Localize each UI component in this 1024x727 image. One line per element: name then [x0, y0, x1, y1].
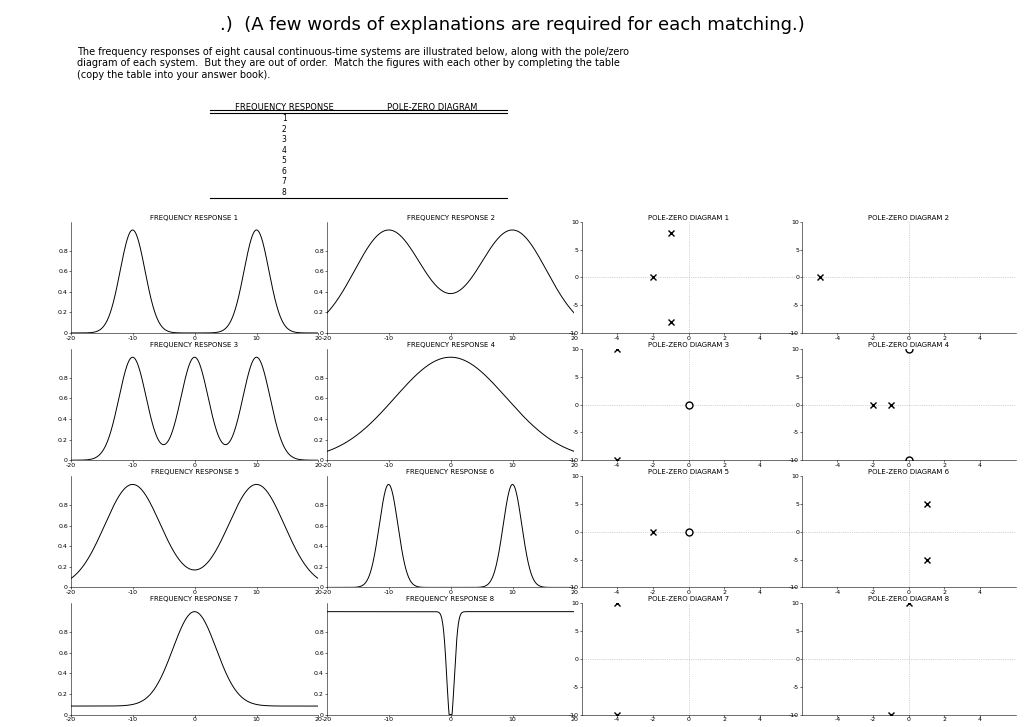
Title: POLE-ZERO DIAGRAM 4: POLE-ZERO DIAGRAM 4: [868, 342, 949, 348]
Title: POLE-ZERO DIAGRAM 1: POLE-ZERO DIAGRAM 1: [648, 214, 729, 221]
Title: FREQUENCY RESPONSE 2: FREQUENCY RESPONSE 2: [407, 214, 495, 221]
Text: 7: 7: [282, 177, 287, 186]
Text: POLE-ZERO DIAGRAM: POLE-ZERO DIAGRAM: [387, 103, 478, 112]
Title: POLE-ZERO DIAGRAM 3: POLE-ZERO DIAGRAM 3: [648, 342, 729, 348]
Text: .)  (A few words of explanations are required for each matching.): .) (A few words of explanations are requ…: [219, 16, 805, 34]
Text: 2: 2: [282, 125, 287, 134]
Text: 3: 3: [282, 135, 287, 144]
Text: 8: 8: [282, 188, 287, 197]
Title: FREQUENCY RESPONSE 7: FREQUENCY RESPONSE 7: [151, 596, 239, 603]
Title: FREQUENCY RESPONSE 3: FREQUENCY RESPONSE 3: [151, 342, 239, 348]
Title: POLE-ZERO DIAGRAM 6: POLE-ZERO DIAGRAM 6: [868, 469, 949, 475]
Text: 4: 4: [282, 146, 287, 155]
Text: 6: 6: [282, 167, 287, 176]
Title: FREQUENCY RESPONSE 6: FREQUENCY RESPONSE 6: [407, 469, 495, 475]
Title: POLE-ZERO DIAGRAM 5: POLE-ZERO DIAGRAM 5: [648, 469, 729, 475]
Title: FREQUENCY RESPONSE 8: FREQUENCY RESPONSE 8: [407, 596, 495, 603]
Title: FREQUENCY RESPONSE 4: FREQUENCY RESPONSE 4: [407, 342, 495, 348]
Text: 1: 1: [282, 114, 287, 123]
Title: POLE-ZERO DIAGRAM 8: POLE-ZERO DIAGRAM 8: [868, 596, 949, 603]
Title: POLE-ZERO DIAGRAM 7: POLE-ZERO DIAGRAM 7: [648, 596, 729, 603]
Text: The frequency responses of eight causal continuous-time systems are illustrated : The frequency responses of eight causal …: [77, 47, 629, 80]
Title: FREQUENCY RESPONSE 5: FREQUENCY RESPONSE 5: [151, 469, 239, 475]
Title: FREQUENCY RESPONSE 1: FREQUENCY RESPONSE 1: [151, 214, 239, 221]
Text: 5: 5: [282, 156, 287, 165]
Title: POLE-ZERO DIAGRAM 2: POLE-ZERO DIAGRAM 2: [868, 214, 949, 221]
Text: FREQUENCY RESPONSE: FREQUENCY RESPONSE: [234, 103, 334, 112]
